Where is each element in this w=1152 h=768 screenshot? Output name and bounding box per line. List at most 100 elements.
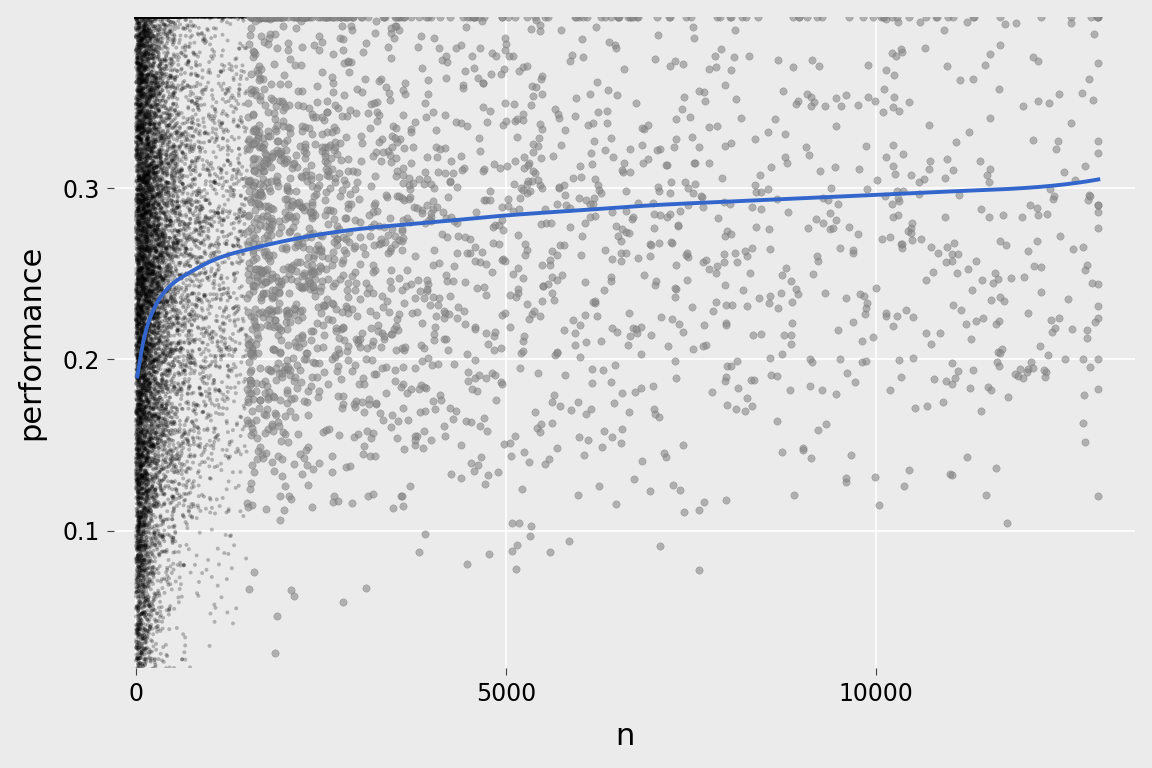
Point [130,11,149,23]
Point [134,570,152,582]
Point [761,243,780,255]
Point [195,239,213,251]
Point [131,11,150,23]
Point [143,45,161,57]
Point [130,100,149,112]
Point [144,173,162,185]
Point [128,254,146,266]
Point [139,445,158,457]
Point [222,343,241,356]
Point [129,549,147,561]
Point [131,11,150,23]
Point [645,222,664,234]
Point [194,225,212,237]
Point [152,295,170,307]
Point [129,679,147,691]
Point [259,124,278,137]
Point [130,679,149,691]
Point [138,11,157,23]
Point [131,11,150,23]
Point [1074,353,1092,365]
Point [166,295,184,307]
Point [146,468,165,481]
Point [179,11,197,23]
Point [138,11,157,23]
Point [317,263,335,276]
Point [145,83,164,95]
Point [139,296,158,308]
Point [127,679,145,691]
Point [127,11,145,23]
Point [136,643,154,655]
Point [209,580,227,592]
Point [717,299,735,311]
Point [131,11,150,23]
Point [144,357,162,369]
Point [149,310,167,323]
Point [130,511,149,523]
Point [221,11,240,23]
Point [158,376,176,388]
Point [132,70,151,82]
Point [212,164,230,176]
Point [127,679,145,691]
Point [281,53,300,65]
Point [130,210,149,222]
Point [195,11,213,23]
Point [132,149,151,161]
Point [165,150,183,162]
Point [127,22,145,34]
Point [761,353,780,365]
Point [370,220,388,232]
Point [136,49,154,61]
Point [173,458,191,470]
Point [137,384,156,396]
Point [130,11,149,23]
Point [213,376,232,389]
Point [196,233,214,246]
Point [136,550,154,562]
Point [228,167,247,179]
Point [135,273,153,285]
Point [235,121,253,134]
Point [214,78,233,90]
Point [179,297,197,310]
Point [211,283,229,296]
Point [131,431,150,443]
Point [176,125,195,137]
Point [130,11,149,23]
Point [139,168,158,180]
Point [241,29,259,41]
Point [129,11,147,23]
Point [131,273,150,285]
Point [129,11,147,23]
Point [222,11,241,23]
Point [202,205,220,217]
Point [134,11,152,23]
Point [158,198,176,210]
Point [137,452,156,465]
Point [454,11,472,23]
Point [130,11,149,23]
Point [134,552,152,564]
Point [137,11,156,23]
Point [157,286,175,299]
Point [130,679,149,691]
Point [136,11,154,23]
Point [132,336,151,348]
Point [128,11,146,23]
Point [870,499,888,511]
Point [128,313,146,326]
Point [499,11,517,23]
Point [129,439,147,452]
Point [128,11,146,23]
Point [203,220,221,232]
Point [135,11,153,23]
Point [206,11,225,23]
Point [194,202,212,214]
Point [237,85,256,98]
Point [145,11,164,23]
Point [286,410,304,422]
Point [130,478,149,491]
Point [131,679,150,691]
